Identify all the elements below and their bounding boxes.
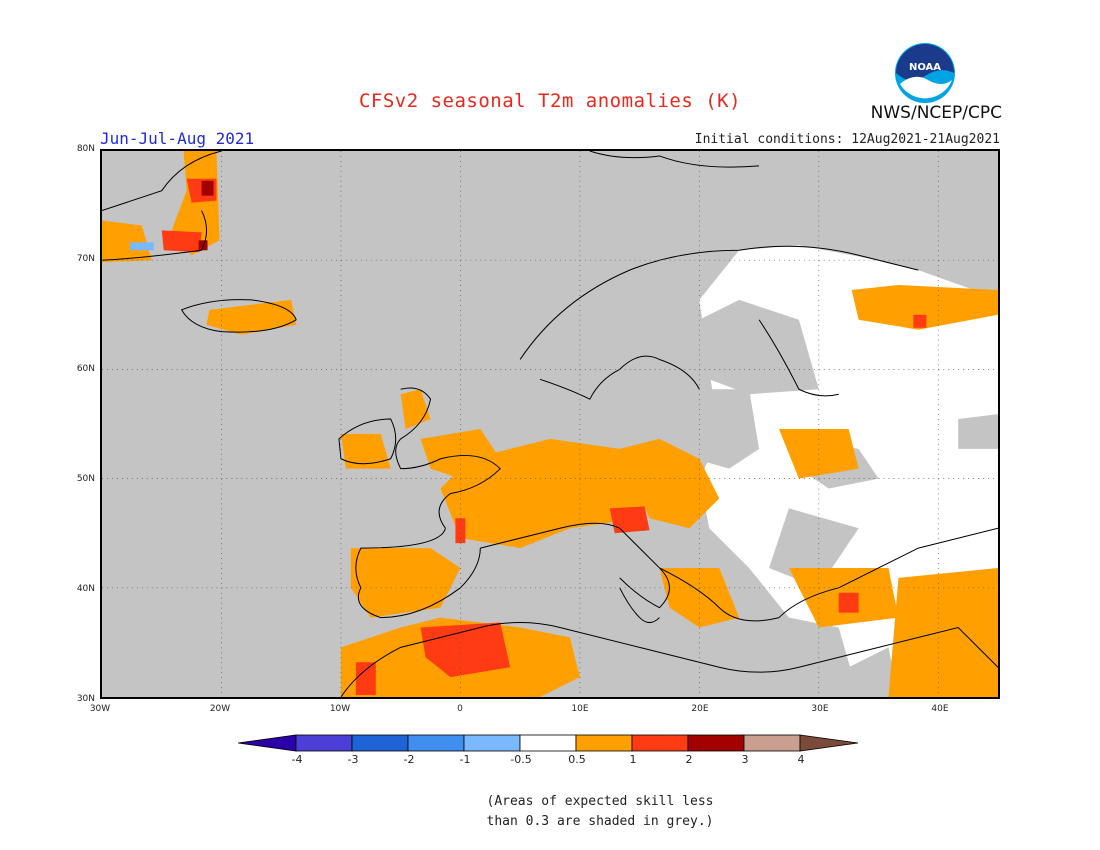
colorbar-swatch [575, 734, 633, 752]
initial-conditions-label: Initial conditions: 12Aug2021-21Aug2021 [694, 132, 1000, 147]
lat-label-70n: 70N [76, 254, 95, 264]
lat-label-80n: 80N [76, 144, 95, 154]
map-title: CFSv2 seasonal T2m anomalies (K) [358, 90, 742, 112]
colorbar-swatch [687, 734, 745, 752]
lon-label-30e: 30E [811, 704, 829, 714]
colorbar-label: -1 [459, 753, 471, 766]
warm-areas-1-2 [161, 178, 927, 696]
colorbar-label: 3 [741, 753, 749, 766]
lon-label-10e: 10E [571, 704, 589, 714]
cool-areas [129, 242, 154, 251]
warm-areas-0-5-1 [102, 151, 998, 697]
lon-label-40e: 40E [931, 704, 949, 714]
colorbar-swatch [295, 734, 353, 752]
lat-label-30n: 30N [76, 694, 95, 704]
colorbar-swatch [519, 734, 577, 752]
noaa-logo-text: NOAA [909, 62, 941, 73]
lat-label-60n: 60N [76, 364, 95, 374]
skill-note-line-1: (Areas of expected skill less [486, 794, 714, 809]
noaa-logo: NOAA [894, 42, 956, 104]
colorbar-label: 0.5 [568, 753, 586, 766]
colorbar-label: -2 [403, 753, 415, 766]
lat-label-50n: 50N [76, 474, 95, 484]
colorbar-label: -3 [347, 753, 359, 766]
lon-label-10w: 10W [329, 704, 351, 714]
season-label: Jun-Jul-Aug 2021 [100, 129, 255, 148]
warm-areas-2-3 [198, 180, 214, 251]
skill-note-line-2: than 0.3 are shaded in grey.) [486, 814, 714, 829]
colorbar-label: 1 [629, 753, 637, 766]
graticule [102, 151, 998, 697]
skill-note: (Areas of expected skill less than 0.3 a… [420, 792, 780, 832]
colorbar-swatch [238, 734, 297, 752]
anomaly-map-canvas [102, 151, 998, 697]
colorbar [238, 734, 859, 752]
agency-label: NWS/NCEP/CPC [870, 103, 1002, 123]
colorbar-swatch [407, 734, 465, 752]
lon-label-0: 0 [457, 704, 463, 714]
colorbar-swatch [351, 734, 409, 752]
colorbar-label: -4 [291, 753, 303, 766]
colorbar-label: 2 [685, 753, 693, 766]
colorbar-swatch [799, 734, 859, 752]
lon-label-20w: 20W [209, 704, 231, 714]
colorbar-swatch [743, 734, 801, 752]
lon-label-30w: 30W [89, 704, 111, 714]
lat-label-40n: 40N [76, 584, 95, 594]
colorbar-swatch [463, 734, 521, 752]
colorbar-label: -0.5 [510, 753, 532, 766]
anomaly-map [100, 149, 1000, 699]
lon-label-20e: 20E [691, 704, 709, 714]
colorbar-label: 4 [797, 753, 805, 766]
colorbar-swatch [631, 734, 689, 752]
